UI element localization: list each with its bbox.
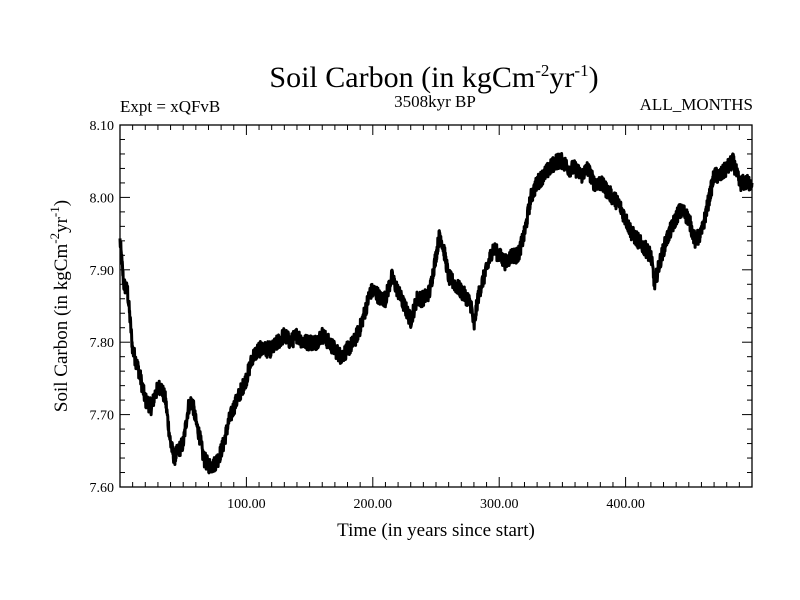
y-tick-labels: 7.60 7.70 7.80 7.90 8.00 8.10 xyxy=(90,119,115,496)
chart-title: Soil Carbon (in kgCm-2yr-1) xyxy=(269,61,598,94)
y-tick-label: 7.60 xyxy=(90,481,115,496)
x-tick-label: 200.00 xyxy=(354,497,393,512)
period-label: 3508kyr BP xyxy=(394,92,476,111)
y-axis-label: Soil Carbon (in kgCm-2yr-1) xyxy=(47,200,72,412)
y-tick-label: 7.70 xyxy=(90,409,115,424)
x-tick-label: 300.00 xyxy=(480,497,519,512)
x-axis-label: Time (in years since start) xyxy=(337,520,535,541)
x-tick-label: 400.00 xyxy=(606,497,645,512)
axis-ticks xyxy=(120,125,752,487)
y-tick-label: 7.90 xyxy=(90,264,115,279)
months-label: ALL_MONTHS xyxy=(640,95,753,114)
y-tick-label: 8.10 xyxy=(90,119,115,134)
experiment-label: Expt = xQFvB xyxy=(120,97,220,116)
y-tick-label: 8.00 xyxy=(90,191,115,206)
x-tick-labels: 100.00 200.00 300.00 400.00 xyxy=(227,497,645,512)
x-tick-label: 100.00 xyxy=(227,497,266,512)
plot-frame xyxy=(119,124,753,488)
soil-carbon-series-line xyxy=(118,152,754,475)
y-tick-label: 7.80 xyxy=(90,336,115,351)
